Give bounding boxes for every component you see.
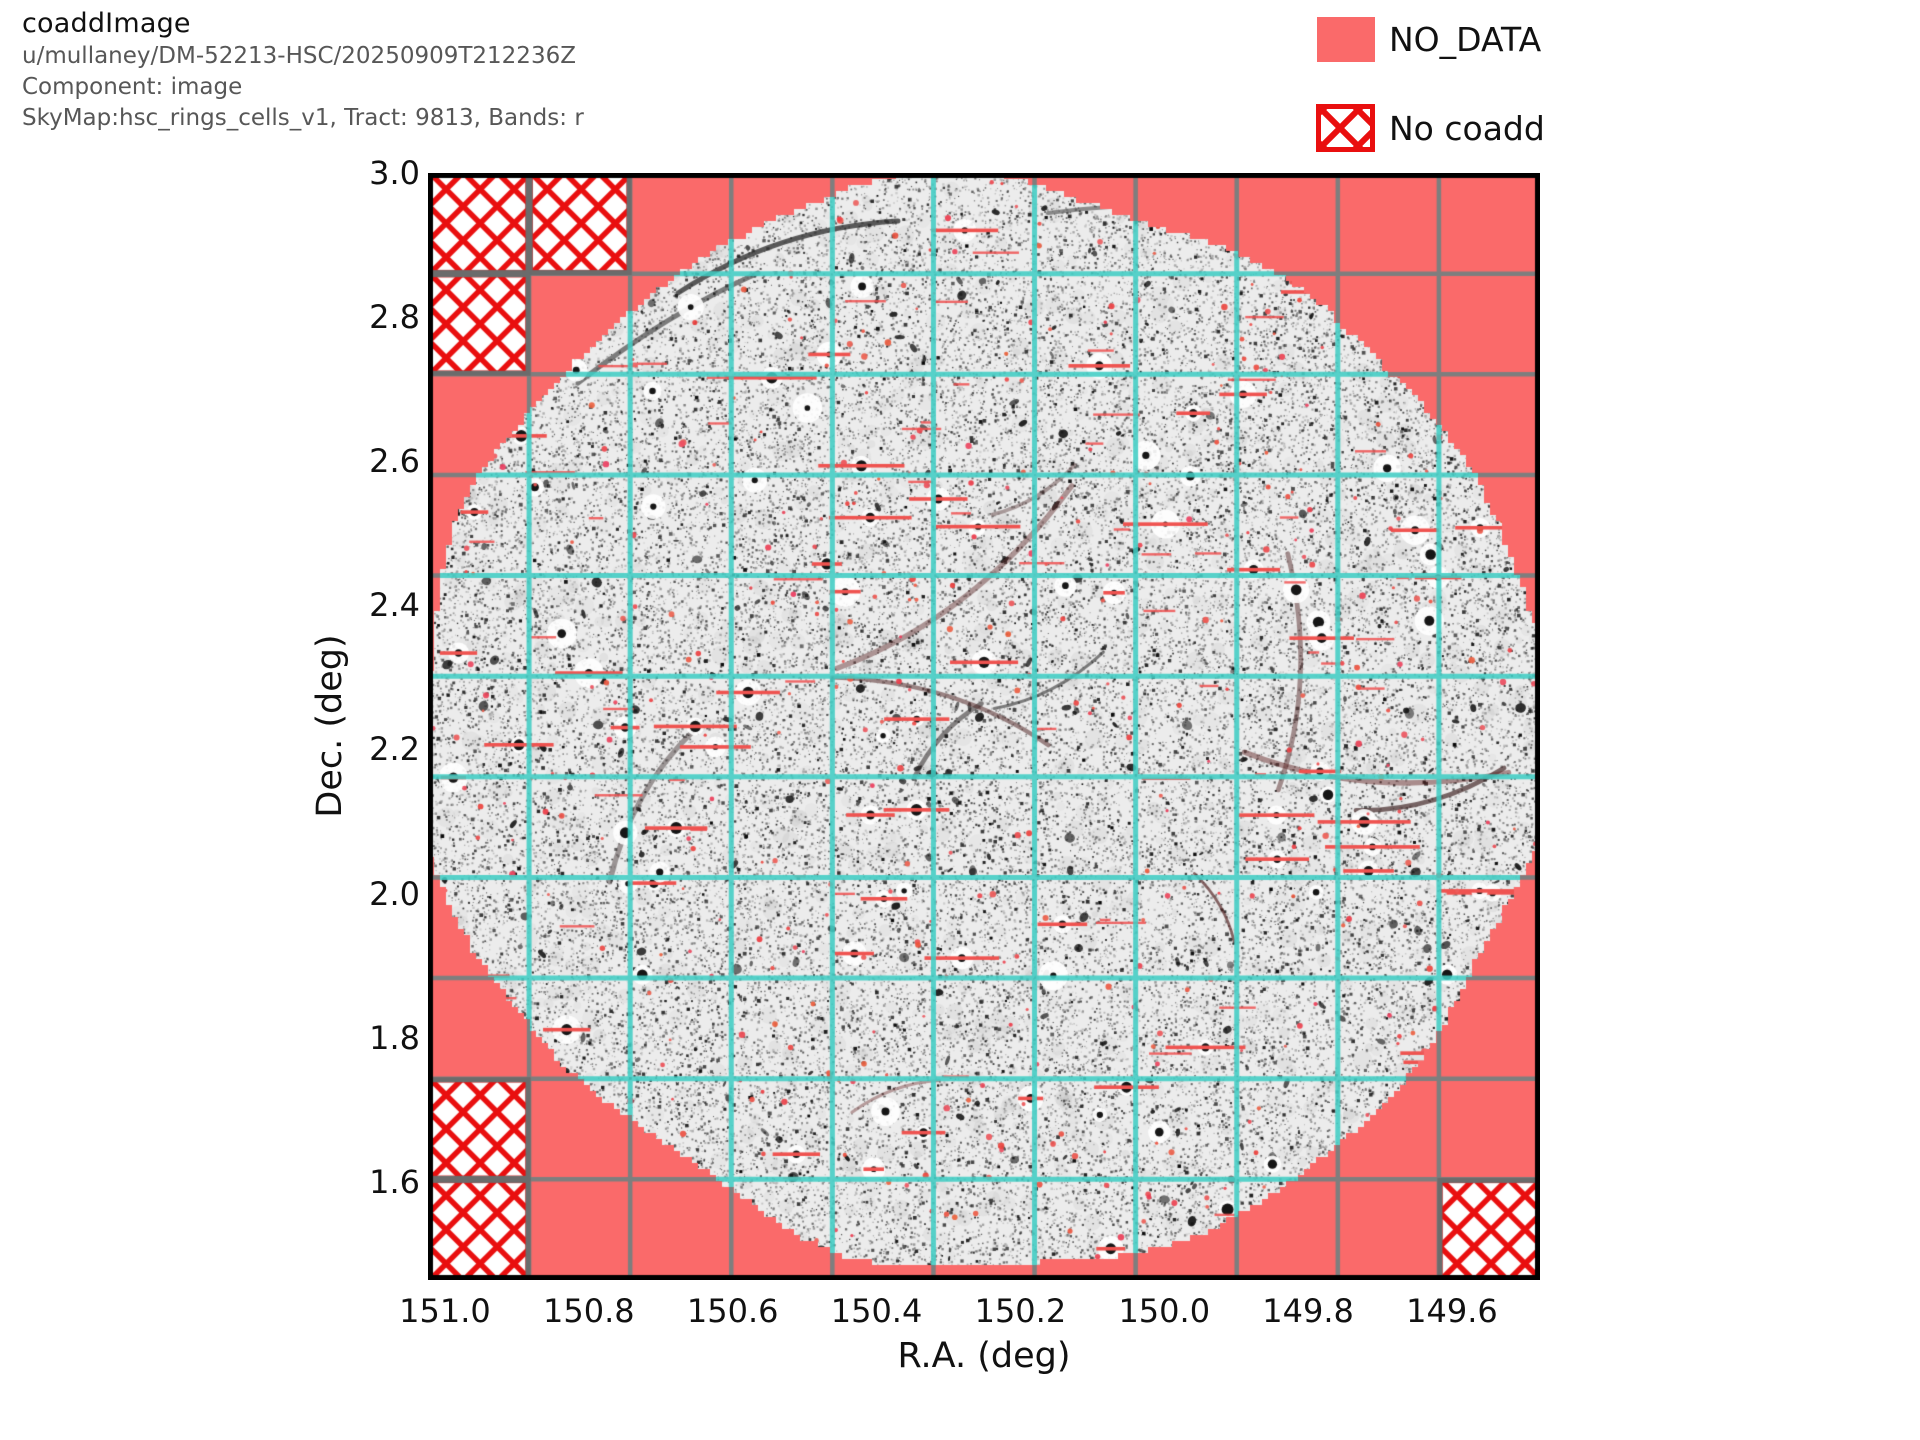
x-tick-label: 151.0 <box>399 1292 491 1330</box>
component-line: Component: image <box>22 74 243 100</box>
x-tick-label: 149.8 <box>1262 1292 1354 1330</box>
legend-item-no-coadd: No coadd <box>1316 104 1545 152</box>
y-tick-label: 2.0 <box>369 874 420 913</box>
y-tick-label: 3.0 <box>369 154 420 192</box>
x-tick-label: 150.8 <box>543 1292 635 1330</box>
skymap-line: SkyMap:hsc_rings_cells_v1, Tract: 9813, … <box>22 105 584 131</box>
y-tick-label: 1.6 <box>369 1162 420 1201</box>
y-tick-label: 2.6 <box>369 442 420 481</box>
figure-title: coaddImage <box>22 8 191 39</box>
x-tick-label: 150.0 <box>1118 1292 1211 1330</box>
legend-label-no-coadd: No coadd <box>1389 108 1545 148</box>
x-tick-label: 149.6 <box>1406 1292 1498 1330</box>
y-tick-label: 1.8 <box>369 1018 420 1057</box>
x-axis-label: R.A. (deg) <box>897 1336 1071 1376</box>
no-data-swatch-icon <box>1317 17 1375 62</box>
y-axis-label: Dec. (deg) <box>310 634 350 818</box>
y-tick-label: 2.8 <box>369 298 420 337</box>
no-coadd-swatch-icon <box>1316 104 1375 152</box>
figure-header: coaddImage u/mullaney/DM-52213-HSC/20250… <box>22 8 584 132</box>
x-tick-label: 150.4 <box>830 1292 923 1330</box>
sky-image-canvas <box>428 173 1540 1280</box>
y-tick-label: 2.2 <box>369 730 420 769</box>
legend-label-no-data: NO_DATA <box>1389 20 1542 59</box>
x-tick-label: 150.6 <box>686 1292 779 1330</box>
x-tick-label: 150.2 <box>974 1292 1067 1330</box>
y-tick-label: 2.4 <box>369 586 420 625</box>
collection-line: u/mullaney/DM-52213-HSC/20250909T212236Z <box>22 43 576 69</box>
legend-item-no-data: NO_DATA <box>1317 17 1541 62</box>
